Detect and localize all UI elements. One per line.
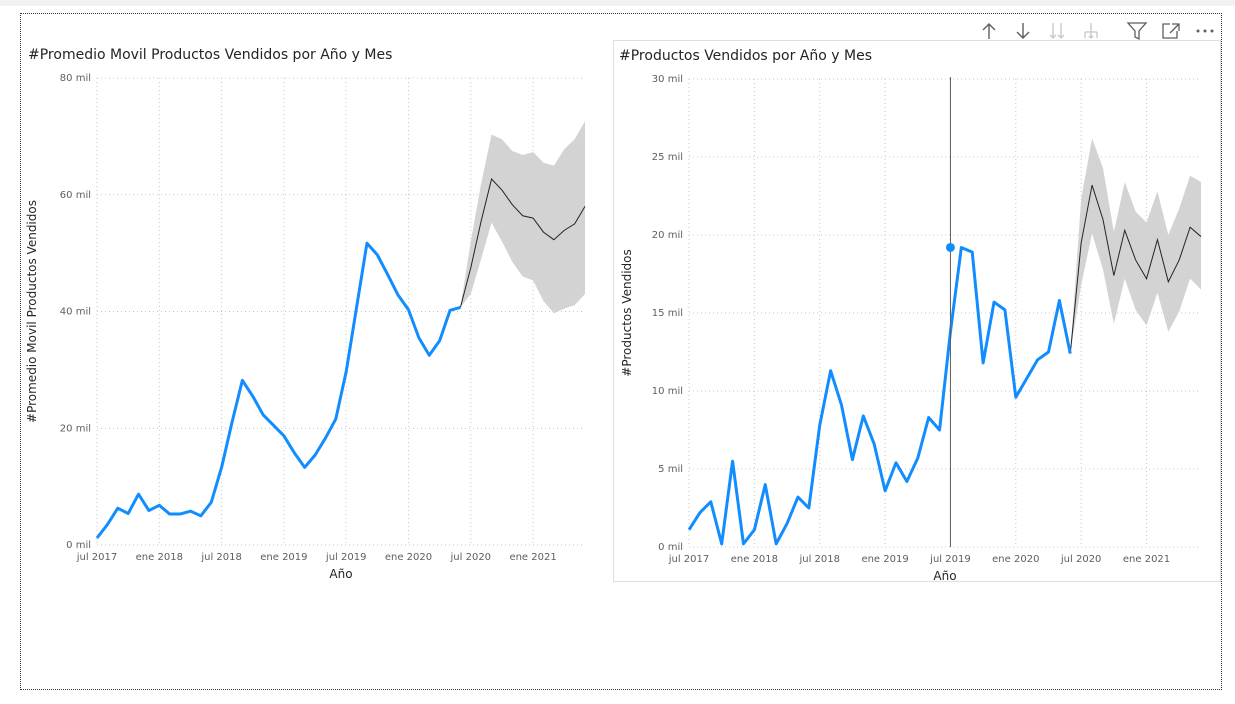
filter-icon[interactable] [1125,18,1149,44]
more-options-icon[interactable] [1193,18,1217,44]
y-tick-label: 0 mil [66,540,91,551]
highlight-point [945,242,955,252]
x-tick-label: ene 2020 [992,554,1039,565]
y-tick-label: 80 mil [60,73,91,84]
moving-average-plot: 0 mil 20 mil 40 mil 60 mil 80 mil jul 2017 ene… [25,73,586,581]
forecast-line [1069,184,1202,354]
visual-frame [20,13,1222,690]
x-tick-label: jul 2020 [1060,554,1102,565]
x-tick-label: jul 2017 [76,552,118,563]
x-tick-label: jul 2018 [200,552,242,563]
visual-toolbar [975,18,1223,44]
y-tick-label: 10 mil [652,386,683,397]
x-tick-label: jul 2019 [929,554,971,565]
x-tick-label: jul 2018 [798,554,840,565]
products-sold-plot: 0 mil 5 mil 10 mil 15 mil 20 mil 25 mil 30 mil… [620,74,1202,583]
x-tick-label: ene 2021 [509,552,556,563]
y-axis-title: #Productos Vendidos [620,249,634,376]
x-axis-title: Año [933,569,956,581]
arrow-down-icon[interactable] [1011,18,1035,44]
x-tick-label: jul 2020 [450,552,492,563]
x-tick-label: ene 2019 [861,554,908,565]
y-tick-label: 15 mil [652,308,683,319]
y-tick-label: 25 mil [652,152,683,163]
x-tick-label: ene 2019 [260,552,307,563]
arrow-up-icon[interactable] [977,18,1001,44]
products-sold-chart[interactable]: #Productos Vendidos por Año y Mes 0 mil 5… [613,40,1221,583]
series-line [687,245,1072,546]
y-tick-label: 0 mil [658,542,683,553]
chart-title: #Productos Vendidos por Año y Mes [619,48,872,64]
expand-hierarchy-icon[interactable] [1079,18,1103,44]
y-tick-label: 60 mil [60,190,91,201]
top-bar [0,0,1235,6]
chart-title: #Promedio Movil Productos Vendidos por A… [28,47,393,63]
series-line [95,241,461,539]
forecast-confidence-band [1070,138,1201,354]
y-tick-label: 5 mil [658,464,683,475]
x-tick-label: ene 2018 [731,554,778,565]
x-tick-label: ene 2021 [1123,554,1170,565]
x-tick-label: ene 2020 [385,552,432,563]
y-tick-label: 30 mil [652,74,683,85]
moving-average-chart[interactable]: #Promedio Movil Productos Vendidos por A… [20,40,605,600]
y-axis-title: #Promedio Movil Productos Vendidos [25,200,39,423]
y-tick-label: 20 mil [652,230,683,241]
focus-mode-icon[interactable] [1159,18,1183,44]
y-tick-label: 20 mil [60,423,91,434]
y-tick-label: 40 mil [60,307,91,318]
double-arrow-down-icon[interactable] [1045,18,1069,44]
x-tick-label: jul 2019 [325,552,367,563]
x-axis-title: Año [329,567,352,581]
forecast-confidence-band [460,121,585,314]
x-tick-label: ene 2018 [136,552,183,563]
x-tick-label: jul 2017 [668,554,710,565]
forecast-line [459,177,586,308]
